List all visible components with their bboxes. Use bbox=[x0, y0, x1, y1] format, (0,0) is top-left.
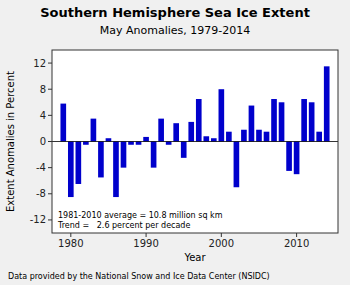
bar bbox=[98, 142, 104, 178]
x-tick-label: 1980 bbox=[58, 238, 83, 249]
bar bbox=[158, 119, 164, 142]
bar bbox=[173, 123, 179, 141]
x-tick bbox=[296, 233, 297, 237]
bar bbox=[264, 132, 270, 142]
subtitle: May Anomalies, 1979-2014 bbox=[100, 24, 250, 37]
zero-line bbox=[52, 141, 338, 142]
x-tick-label: 2000 bbox=[209, 238, 234, 249]
bar bbox=[226, 132, 232, 142]
bar bbox=[143, 137, 149, 142]
annotation: 1981-2010 average = 10.8 million sq km bbox=[58, 211, 223, 220]
y-tick-label: 0 bbox=[40, 136, 46, 147]
y-tick-label: 12 bbox=[33, 58, 46, 69]
annotation: Trend = 2.6 percent per decade bbox=[57, 221, 190, 230]
bar bbox=[181, 142, 187, 158]
bar bbox=[76, 142, 82, 184]
bar bbox=[151, 142, 157, 168]
y-tick-label: -12 bbox=[30, 214, 46, 225]
bar bbox=[83, 142, 89, 145]
bar bbox=[188, 122, 194, 142]
bar bbox=[271, 99, 277, 141]
y-axis-label: Extent Anomalies in Percent bbox=[5, 71, 16, 212]
bar bbox=[91, 119, 97, 142]
bar bbox=[211, 138, 217, 141]
y-tick bbox=[48, 141, 52, 142]
bar bbox=[324, 66, 330, 141]
bar bbox=[106, 138, 112, 141]
y-tick bbox=[48, 219, 52, 220]
bar bbox=[249, 106, 255, 142]
bar bbox=[286, 142, 292, 171]
y-tick-label: 4 bbox=[40, 110, 46, 121]
bar bbox=[113, 142, 119, 198]
bar bbox=[256, 130, 262, 142]
footnote: Data provided by the National Snow and I… bbox=[8, 272, 270, 281]
bar bbox=[301, 99, 307, 141]
bar bbox=[196, 99, 202, 141]
bar bbox=[60, 104, 66, 142]
y-tick-label: -8 bbox=[36, 188, 46, 199]
chart: -12 -8 -4 0 4 8 12 1980 1990 2000 2010 Year Extent A… bbox=[0, 0, 350, 285]
bar bbox=[136, 142, 142, 145]
plot-area bbox=[52, 50, 338, 233]
bar bbox=[309, 102, 315, 141]
bar bbox=[316, 132, 322, 142]
x-tick-label: 1990 bbox=[133, 238, 158, 249]
bar bbox=[294, 142, 300, 175]
bar bbox=[219, 89, 225, 141]
y-tick bbox=[48, 89, 52, 90]
bar bbox=[128, 142, 134, 145]
bar bbox=[68, 142, 74, 198]
x-axis-label: Year bbox=[183, 252, 206, 263]
y-tick-label: -4 bbox=[36, 162, 46, 173]
y-tick-label: 8 bbox=[40, 84, 46, 95]
bar bbox=[121, 142, 127, 168]
y-tick bbox=[48, 115, 52, 116]
x-tick bbox=[70, 233, 71, 237]
x-tick-label: 2010 bbox=[284, 238, 309, 249]
bar bbox=[279, 102, 285, 141]
x-tick bbox=[221, 233, 222, 237]
y-tick bbox=[48, 193, 52, 194]
bars bbox=[60, 66, 329, 197]
plot-frame bbox=[52, 50, 338, 233]
bar bbox=[166, 142, 172, 145]
y-tick bbox=[48, 63, 52, 64]
y-tick bbox=[48, 167, 52, 168]
x-tick bbox=[146, 233, 147, 237]
title: Southern Hemisphere Sea Ice Extent bbox=[40, 5, 310, 20]
bar bbox=[203, 136, 209, 141]
bar bbox=[241, 130, 247, 142]
bar bbox=[234, 142, 240, 188]
